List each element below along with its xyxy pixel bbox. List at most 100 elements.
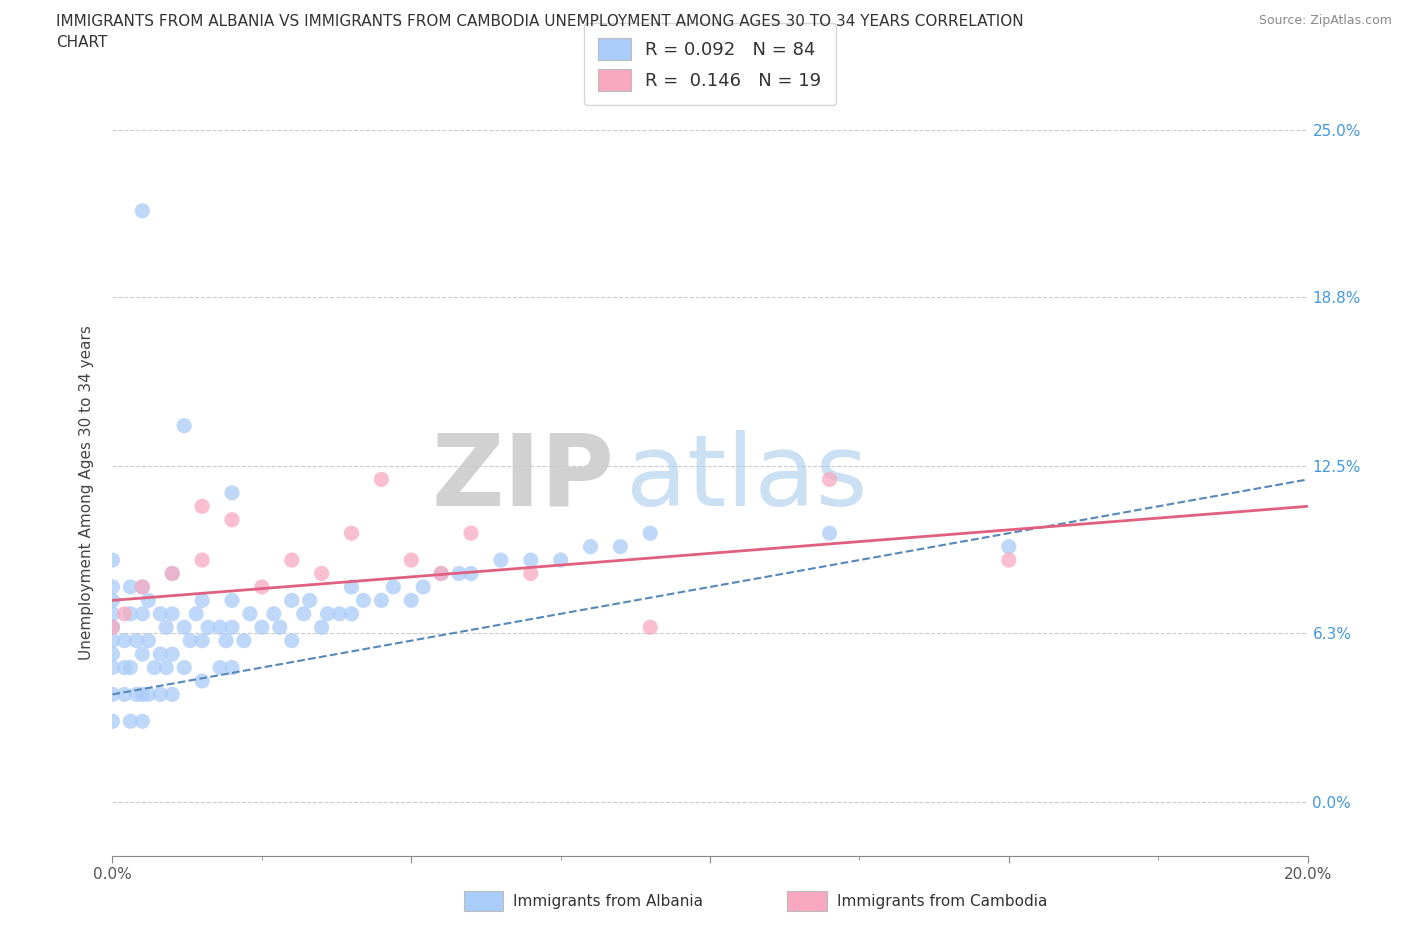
Text: Immigrants from Albania: Immigrants from Albania bbox=[513, 894, 703, 909]
Point bbox=[131, 687, 153, 702]
Point bbox=[101, 579, 124, 594]
Point bbox=[149, 646, 172, 661]
Point bbox=[179, 633, 201, 648]
Point bbox=[114, 660, 135, 675]
Point bbox=[101, 633, 124, 648]
Point bbox=[520, 566, 543, 581]
Point bbox=[340, 525, 363, 540]
Point bbox=[370, 472, 392, 487]
Point bbox=[263, 606, 285, 621]
Point bbox=[250, 619, 273, 634]
Legend: R = 0.092   N = 84, R =  0.146   N = 19: R = 0.092 N = 84, R = 0.146 N = 19 bbox=[583, 23, 837, 105]
Point bbox=[191, 673, 214, 688]
Point bbox=[191, 633, 214, 648]
Point bbox=[149, 606, 172, 621]
Point bbox=[101, 660, 124, 675]
Point bbox=[149, 687, 172, 702]
Text: atlas: atlas bbox=[627, 430, 868, 527]
Point bbox=[143, 660, 166, 675]
Point bbox=[114, 606, 135, 621]
Point bbox=[162, 646, 183, 661]
Point bbox=[173, 660, 195, 675]
Point bbox=[340, 579, 363, 594]
Text: Source: ZipAtlas.com: Source: ZipAtlas.com bbox=[1258, 14, 1392, 27]
Point bbox=[120, 579, 142, 594]
Point bbox=[316, 606, 339, 621]
Point bbox=[101, 619, 124, 634]
Point bbox=[197, 619, 219, 634]
Point bbox=[640, 525, 662, 540]
Point bbox=[550, 552, 572, 567]
Point bbox=[401, 552, 423, 567]
Point bbox=[186, 606, 208, 621]
Point bbox=[221, 619, 243, 634]
Point bbox=[401, 593, 423, 608]
Point bbox=[162, 566, 183, 581]
Text: IMMIGRANTS FROM ALBANIA VS IMMIGRANTS FROM CAMBODIA UNEMPLOYMENT AMONG AGES 30 T: IMMIGRANTS FROM ALBANIA VS IMMIGRANTS FR… bbox=[56, 14, 1024, 50]
Point bbox=[101, 593, 124, 608]
Point bbox=[131, 579, 153, 594]
Point bbox=[269, 619, 291, 634]
Point bbox=[191, 498, 214, 513]
Point bbox=[281, 633, 304, 648]
Point bbox=[998, 539, 1021, 554]
Point bbox=[281, 593, 304, 608]
Point bbox=[131, 714, 153, 729]
Text: Immigrants from Cambodia: Immigrants from Cambodia bbox=[837, 894, 1047, 909]
Point bbox=[120, 714, 142, 729]
Point bbox=[353, 593, 375, 608]
Point bbox=[340, 606, 363, 621]
Point bbox=[430, 566, 453, 581]
Point bbox=[114, 633, 135, 648]
Point bbox=[430, 566, 453, 581]
Point bbox=[460, 525, 482, 540]
Point bbox=[329, 606, 352, 621]
Point bbox=[818, 525, 841, 540]
Point bbox=[155, 619, 177, 634]
Point bbox=[131, 606, 153, 621]
Point bbox=[370, 593, 392, 608]
Point bbox=[520, 552, 543, 567]
Point bbox=[382, 579, 405, 594]
Point bbox=[281, 552, 304, 567]
Point bbox=[120, 606, 142, 621]
Point bbox=[101, 552, 124, 567]
Point bbox=[162, 687, 183, 702]
Point bbox=[101, 687, 124, 702]
Point bbox=[579, 539, 602, 554]
Point bbox=[191, 552, 214, 567]
Point bbox=[131, 579, 153, 594]
Point bbox=[250, 579, 273, 594]
Point bbox=[162, 566, 183, 581]
Point bbox=[120, 660, 142, 675]
Point bbox=[311, 566, 333, 581]
Point bbox=[173, 619, 195, 634]
Point bbox=[449, 566, 471, 581]
Point bbox=[292, 606, 315, 621]
Point bbox=[239, 606, 262, 621]
Point bbox=[640, 619, 662, 634]
Point bbox=[138, 593, 160, 608]
Point bbox=[221, 660, 243, 675]
Point bbox=[609, 539, 631, 554]
Point bbox=[131, 646, 153, 661]
Point bbox=[998, 552, 1021, 567]
Point bbox=[818, 472, 841, 487]
Point bbox=[155, 660, 177, 675]
Point bbox=[221, 593, 243, 608]
Point bbox=[114, 687, 135, 702]
Point bbox=[125, 687, 148, 702]
Point bbox=[215, 633, 238, 648]
Point bbox=[173, 418, 195, 433]
Point bbox=[131, 204, 153, 219]
Point bbox=[101, 714, 124, 729]
Point bbox=[125, 633, 148, 648]
Point bbox=[191, 593, 214, 608]
Point bbox=[460, 566, 482, 581]
Point bbox=[233, 633, 256, 648]
Point bbox=[221, 485, 243, 500]
Point bbox=[101, 646, 124, 661]
Point bbox=[101, 606, 124, 621]
Point bbox=[298, 593, 321, 608]
Point bbox=[209, 619, 232, 634]
